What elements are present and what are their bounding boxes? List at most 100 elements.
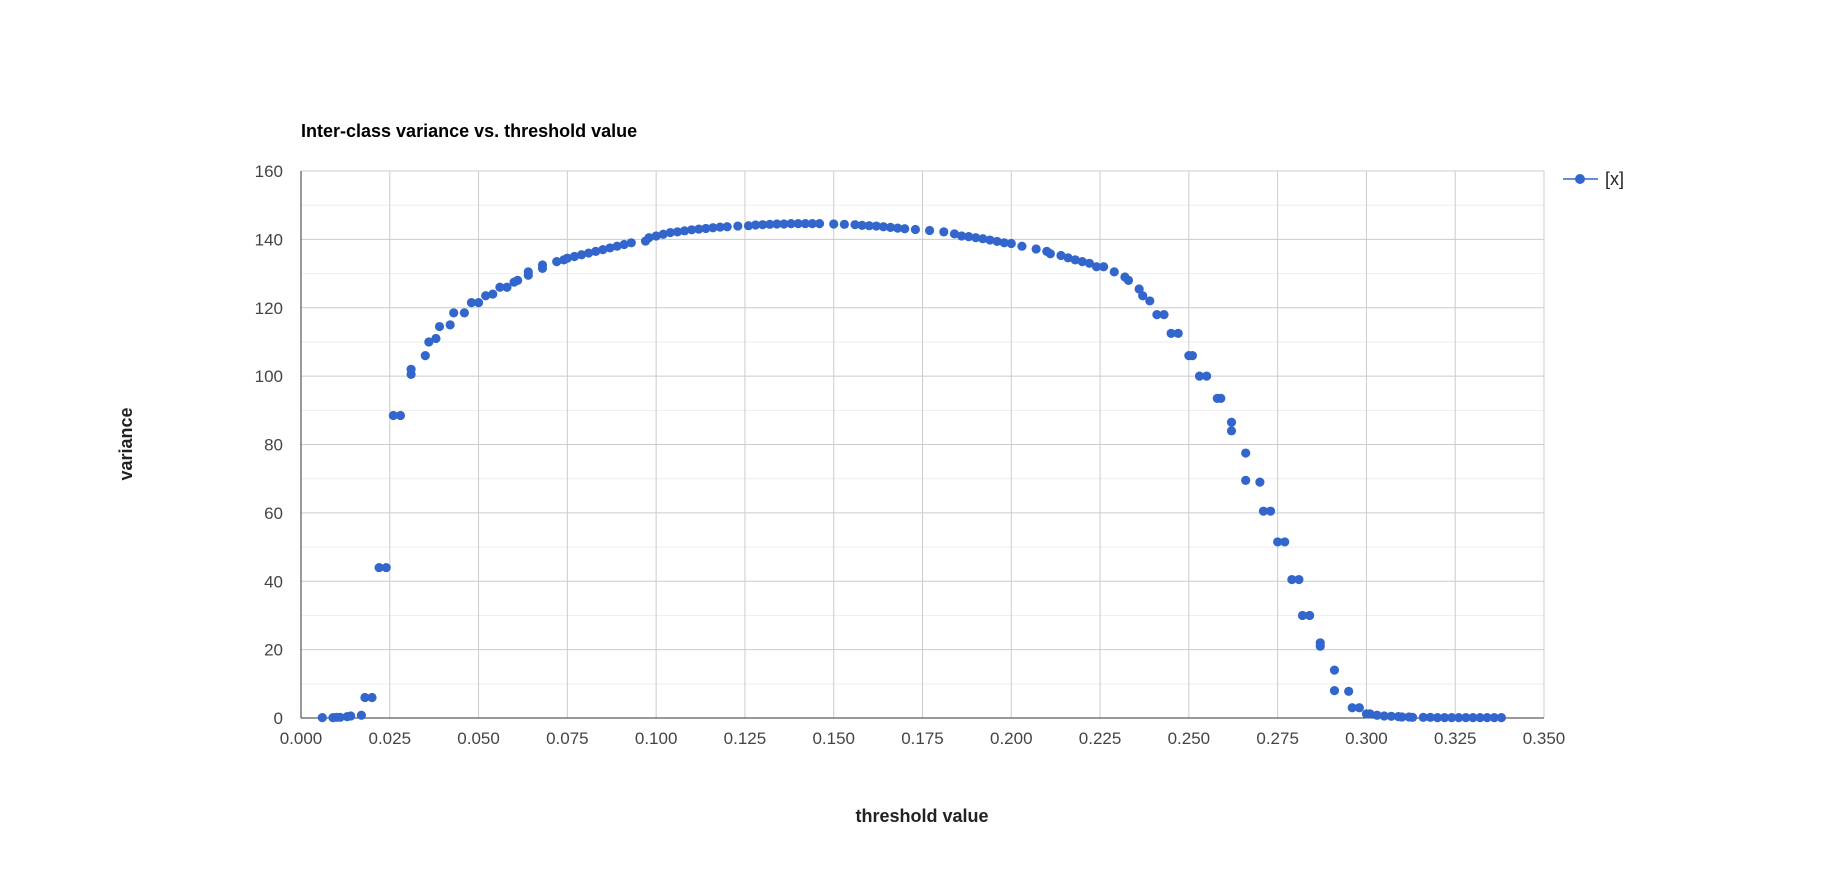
data-point[interactable] — [1045, 249, 1055, 259]
data-point[interactable] — [1496, 713, 1506, 723]
data-point[interactable] — [829, 219, 839, 229]
data-point[interactable] — [502, 282, 512, 292]
data-point[interactable] — [885, 222, 896, 233]
data-point[interactable] — [449, 308, 459, 318]
data-point[interactable] — [733, 221, 743, 231]
data-point[interactable] — [1315, 641, 1325, 651]
data-point[interactable] — [317, 713, 327, 723]
data-point[interactable] — [1134, 284, 1144, 294]
data-point[interactable] — [562, 253, 572, 263]
data-point[interactable] — [701, 223, 711, 234]
data-point[interactable] — [445, 320, 455, 330]
data-point[interactable] — [1344, 686, 1354, 696]
data-point[interactable] — [367, 692, 377, 703]
data-point[interactable] — [1138, 291, 1148, 301]
data-point[interactable] — [985, 235, 995, 245]
data-point[interactable] — [1354, 703, 1364, 713]
data-point[interactable] — [722, 222, 732, 232]
data-point[interactable] — [1280, 537, 1290, 547]
data-point[interactable] — [1123, 275, 1134, 285]
data-point[interactable] — [1063, 253, 1073, 263]
data-point[interactable] — [971, 233, 981, 243]
data-point[interactable] — [956, 231, 967, 241]
data-point[interactable] — [1329, 665, 1340, 675]
data-point[interactable] — [964, 232, 974, 242]
data-point[interactable] — [1006, 238, 1016, 249]
data-point[interactable] — [1379, 711, 1389, 721]
data-point[interactable] — [1489, 713, 1499, 723]
data-point[interactable] — [598, 245, 608, 255]
data-point[interactable] — [715, 222, 725, 232]
data-point[interactable] — [925, 225, 935, 236]
data-point[interactable] — [743, 221, 754, 231]
data-point[interactable] — [1287, 574, 1297, 585]
data-point[interactable] — [910, 224, 920, 235]
legend[interactable]: [x] — [1563, 169, 1624, 189]
data-point[interactable] — [1454, 713, 1464, 723]
data-point[interactable] — [537, 260, 548, 270]
data-point[interactable] — [1273, 537, 1283, 547]
data-point[interactable] — [665, 227, 675, 238]
data-point[interactable] — [839, 219, 849, 229]
data-point[interactable] — [1255, 477, 1265, 487]
data-point[interactable] — [356, 710, 366, 720]
data-point[interactable] — [1386, 711, 1396, 721]
data-point[interactable] — [605, 243, 615, 253]
data-point[interactable] — [850, 220, 860, 230]
data-point[interactable] — [360, 692, 370, 703]
data-point[interactable] — [495, 282, 505, 292]
data-point[interactable] — [1226, 417, 1237, 427]
data-point[interactable] — [1365, 709, 1375, 719]
data-point[interactable] — [758, 220, 768, 230]
data-point[interactable] — [814, 219, 825, 229]
data-point[interactable] — [1297, 610, 1308, 621]
data-point[interactable] — [857, 220, 867, 230]
data-point[interactable] — [1226, 426, 1237, 436]
data-point[interactable] — [772, 219, 782, 229]
data-point[interactable] — [619, 239, 629, 250]
data-point[interactable] — [395, 410, 406, 421]
data-point[interactable] — [424, 337, 434, 347]
data-point[interactable] — [779, 219, 789, 229]
data-point[interactable] — [978, 234, 988, 244]
data-point[interactable] — [1099, 262, 1109, 272]
data-point[interactable] — [1265, 506, 1276, 516]
data-point[interactable] — [1173, 328, 1183, 338]
data-point[interactable] — [388, 410, 398, 421]
data-point[interactable] — [750, 220, 761, 230]
data-point[interactable] — [488, 289, 498, 299]
data-point[interactable] — [1084, 258, 1095, 268]
data-point[interactable] — [523, 267, 533, 277]
data-point[interactable] — [1202, 371, 1212, 381]
data-point[interactable] — [1347, 703, 1357, 713]
data-point[interactable] — [1241, 475, 1251, 485]
data-point[interactable] — [1432, 713, 1443, 723]
data-point[interactable] — [576, 250, 587, 260]
series-points[interactable] — [317, 219, 1506, 723]
data-point[interactable] — [694, 224, 704, 234]
data-point[interactable] — [651, 231, 661, 241]
data-point[interactable] — [992, 236, 1002, 247]
data-point[interactable] — [335, 712, 345, 722]
data-point[interactable] — [1258, 506, 1269, 516]
data-point[interactable] — [584, 248, 594, 258]
data-point[interactable] — [626, 238, 636, 248]
data-point[interactable] — [871, 221, 881, 231]
data-point[interactable] — [1439, 713, 1450, 723]
data-point[interactable] — [374, 562, 384, 573]
data-point[interactable] — [1475, 713, 1485, 723]
data-point[interactable] — [481, 291, 491, 301]
data-point[interactable] — [1152, 309, 1162, 320]
data-point[interactable] — [381, 562, 391, 573]
data-point[interactable] — [1216, 393, 1226, 403]
data-point[interactable] — [406, 364, 416, 374]
data-point[interactable] — [1425, 712, 1435, 722]
data-point[interactable] — [1482, 713, 1492, 723]
data-point[interactable] — [1056, 250, 1066, 261]
data-point[interactable] — [1187, 351, 1198, 361]
data-point[interactable] — [1294, 574, 1304, 585]
data-point[interactable] — [939, 227, 949, 237]
data-point[interactable] — [893, 223, 903, 233]
data-point[interactable] — [1397, 712, 1407, 722]
data-point[interactable] — [658, 229, 668, 239]
